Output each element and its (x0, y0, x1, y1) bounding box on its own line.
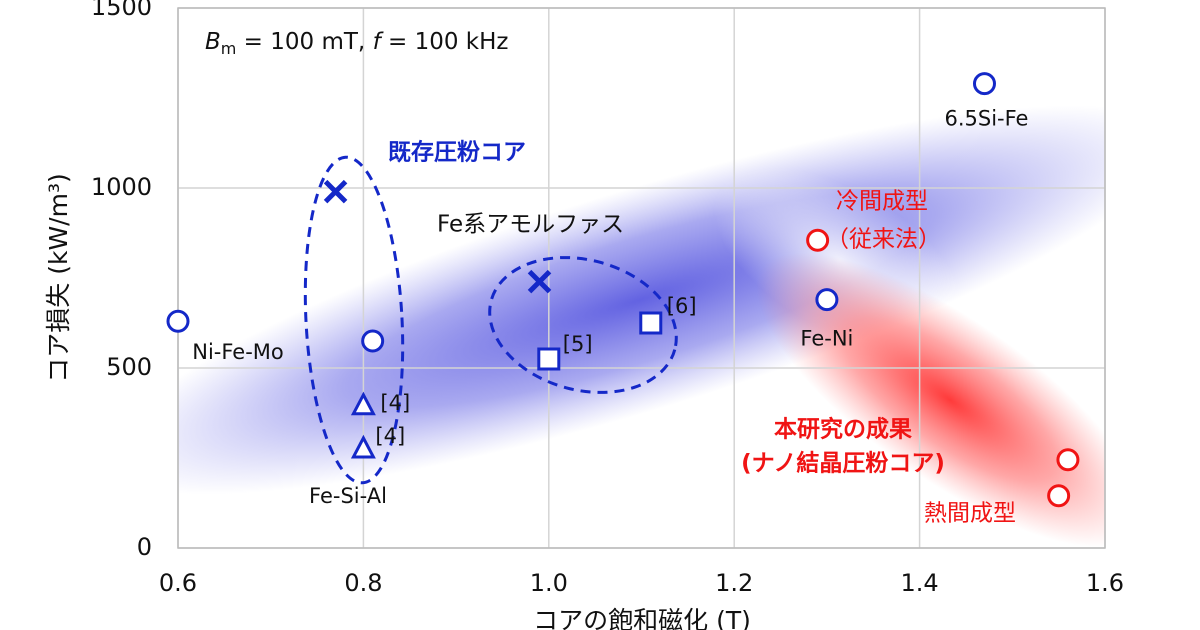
annotation: 既存圧粉コア (388, 139, 526, 166)
marker-x (323, 179, 348, 204)
y-tick-label: 0 (137, 533, 152, 561)
annotation: （従来法） (826, 227, 941, 253)
condition: Bm = 100 mT, f = 100 kHz (205, 29, 508, 58)
point-label: [6] (667, 294, 697, 318)
group-outlines (303, 155, 678, 485)
x-tick-label: 0.6 (159, 569, 197, 597)
point-label: Fe-Si-Al (309, 484, 387, 508)
marker-triangle (350, 391, 376, 416)
plot-frame (177, 7, 1106, 549)
x-tick-label: 1.0 (530, 569, 568, 597)
marker-circle (1047, 484, 1071, 508)
point-label: 6.5Si-Fe (944, 107, 1028, 131)
marker-triangle (350, 434, 376, 459)
marker-circle (972, 72, 996, 96)
marker-circle (166, 309, 190, 333)
annotation: 熱間成型 (924, 501, 1016, 527)
marker-x (527, 269, 552, 294)
point-label: Ni-Fe-Mo (192, 340, 284, 364)
annotation: (ナノ結晶圧粉コア) (741, 450, 945, 477)
point-label: Fe-Ni (800, 327, 853, 351)
annotation: Fe系アモルファス (437, 212, 624, 238)
background-bands (178, 105, 1105, 548)
y-axis-title: コア損失 (kW/m³) (44, 173, 73, 382)
point-label: [4] (380, 391, 410, 415)
marker-circle (361, 329, 385, 353)
x-axis-title: コアの飽和磁化 (T) (533, 606, 751, 630)
y-tick-label: 1000 (91, 173, 152, 201)
marker-circle (1056, 448, 1080, 472)
marker-circle (806, 228, 830, 252)
marker-square (639, 311, 663, 335)
x-tick-label: 1.6 (1086, 569, 1124, 597)
point-label: [4] (375, 424, 405, 448)
y-tick-label: 500 (106, 353, 152, 381)
annotation: 本研究の成果 (774, 416, 912, 443)
annotation: 冷間成型 (836, 189, 928, 215)
x-tick-label: 1.4 (901, 569, 939, 597)
x-tick-label: 1.2 (715, 569, 753, 597)
y-tick-label: 1500 (91, 0, 152, 21)
marker-square (537, 347, 561, 371)
marker-circle (815, 288, 839, 312)
x-tick-label: 0.8 (344, 569, 382, 597)
point-label: [5] (563, 332, 593, 356)
